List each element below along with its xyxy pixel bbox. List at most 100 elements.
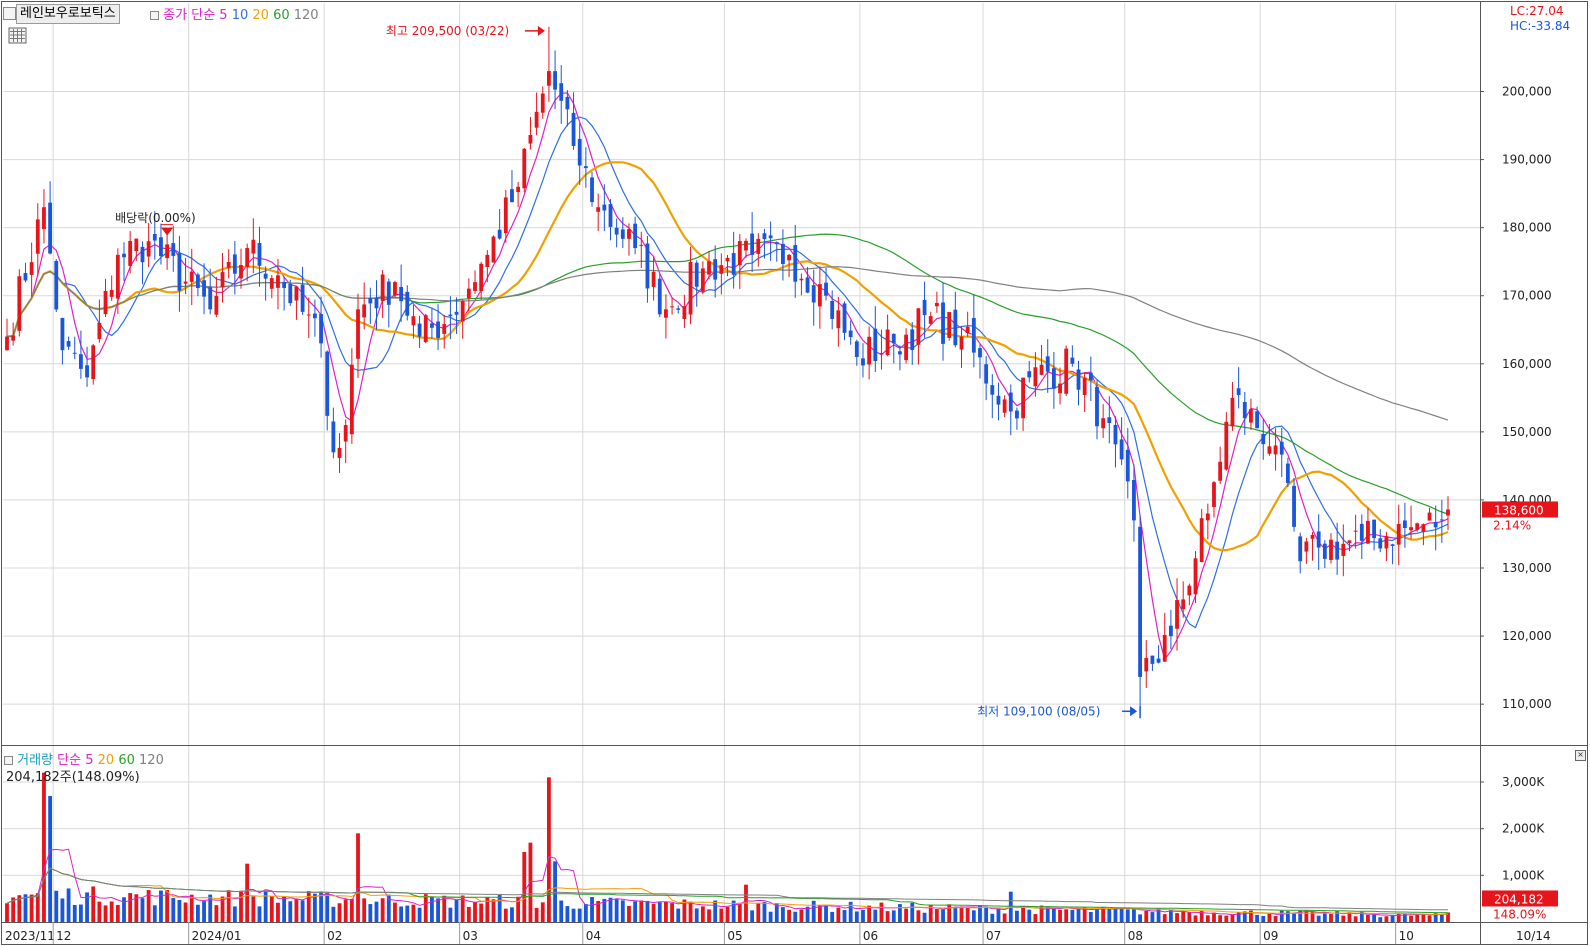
last-volume-badge [1482, 890, 1558, 907]
volume-bar [608, 897, 613, 922]
volume-bar [1156, 908, 1161, 922]
candle-body [312, 313, 317, 319]
ma60-legend: 60 [273, 8, 290, 23]
high-arrow-head [537, 25, 545, 36]
candle-body [306, 314, 311, 316]
candle-body [109, 289, 114, 297]
candle-body [873, 328, 878, 361]
candle-body [528, 134, 533, 144]
volume-axis-label: 3,000K [1502, 775, 1545, 789]
volume-bar [1193, 915, 1198, 922]
candle-body [916, 308, 921, 345]
volume-panel-close-icon[interactable]: × [1575, 750, 1586, 761]
grid-toggle-icon [8, 27, 27, 44]
volume-bar [1045, 906, 1050, 922]
candle-body [1372, 519, 1377, 539]
volume-bar [534, 907, 539, 922]
candle-body [990, 385, 995, 395]
candle-body [152, 234, 157, 241]
volume-bar [1002, 913, 1007, 922]
candle-body [386, 281, 391, 305]
dividend-arrow [161, 227, 174, 236]
volume-bar [202, 901, 206, 922]
candle-body [497, 229, 502, 239]
last-price-label: 138,600 [1494, 503, 1544, 517]
candle-body [713, 259, 718, 280]
volume-bar [393, 902, 397, 922]
volume-bar [1039, 905, 1044, 922]
volume-bar [1353, 916, 1358, 922]
grid-lines [3, 3, 1480, 922]
volume-bar [1168, 909, 1173, 922]
volume-bar [91, 886, 96, 922]
time-axis-label: 04 [586, 929, 601, 943]
volume-bar [879, 902, 884, 922]
volume-bar [1064, 909, 1069, 922]
candle-body [664, 309, 668, 318]
candle-body [799, 278, 804, 281]
volume-bar [1070, 909, 1075, 922]
candle-body [214, 295, 219, 315]
candle-body [1378, 538, 1383, 549]
price-ma20-line [6, 161, 1449, 552]
volume-bar [645, 900, 650, 922]
volume-bar [1095, 909, 1099, 922]
candle-body [1193, 558, 1198, 595]
price-legend[interactable]: 종가 단순 5 10 20 60 120 [150, 4, 319, 23]
volume-legend[interactable]: 거래량 단순 5 20 60 120 [4, 749, 164, 768]
volume-bar [565, 906, 570, 922]
volume-bar [294, 898, 299, 922]
candle-body [750, 233, 755, 255]
volume-ma20-line [6, 867, 1448, 915]
candle-body [1433, 521, 1438, 528]
candle-body [1329, 539, 1333, 560]
candle-body [232, 254, 237, 274]
volume-bar [971, 910, 976, 922]
volume-bar [152, 905, 157, 922]
candle-body [1236, 388, 1241, 396]
symbol-name-box[interactable]: 레인보우로보틱스 [16, 4, 120, 24]
candle-body [1150, 655, 1155, 664]
volume-bar [405, 905, 410, 922]
candle-body [1285, 463, 1290, 484]
candle-body [466, 288, 471, 299]
candle-body [787, 254, 791, 261]
candle-body [540, 93, 545, 113]
candle-body [115, 254, 120, 299]
volume-bar [627, 905, 631, 922]
volume-bar [1033, 914, 1038, 922]
time-axis-label: 12 [56, 929, 71, 943]
candle-body [491, 236, 496, 263]
volume-bar [165, 890, 170, 922]
candle-body [417, 323, 422, 337]
candle-body [596, 207, 601, 212]
volume-bar [1051, 907, 1056, 922]
volume-bar [122, 897, 126, 922]
candle-body [762, 233, 767, 240]
volume-bar [836, 907, 841, 922]
candle-body [854, 341, 859, 357]
candle-body [620, 229, 625, 239]
volume-bar [1384, 916, 1389, 922]
panel-toggle-square-top[interactable] [3, 7, 16, 20]
volume-bar [1292, 913, 1296, 922]
volume-bar [276, 902, 280, 922]
candle-body [1051, 368, 1056, 389]
candle-body [1101, 418, 1106, 429]
time-axis-label: 03 [463, 929, 478, 943]
candle-body [1255, 411, 1260, 429]
price-ma10-line [6, 116, 1449, 629]
volume-bar [109, 901, 114, 922]
candle-body [676, 308, 681, 310]
ma5-legend: 5 [219, 8, 228, 23]
volume-bar [1119, 908, 1124, 922]
volume-bar [362, 898, 367, 922]
volume-bar [1378, 917, 1383, 922]
volume-bar [682, 899, 687, 922]
volume-bar [448, 907, 453, 922]
price-axis-label: 130,000 [1502, 561, 1552, 575]
volume-bar [984, 906, 989, 922]
volume-bar [941, 909, 945, 922]
volume-bar [171, 898, 176, 922]
candle-body [195, 274, 200, 289]
